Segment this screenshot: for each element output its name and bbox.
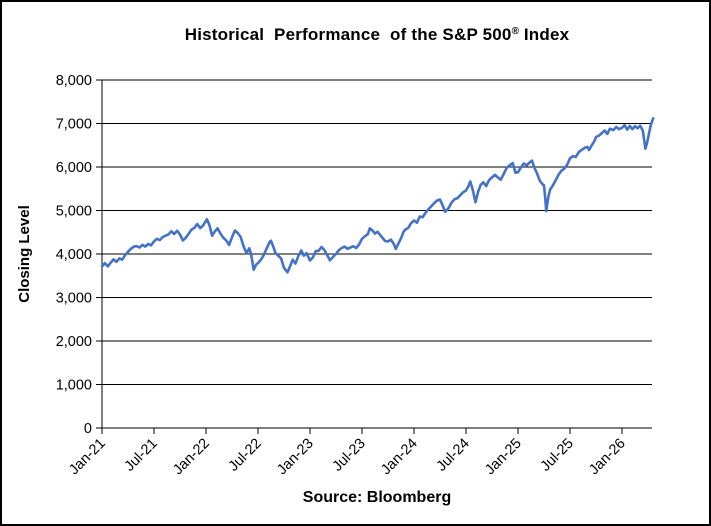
y-tick-label: 6,000 [56, 160, 92, 176]
x-tick-label: Jan-24 [378, 436, 421, 479]
x-tick-label: Jul-24 [434, 436, 473, 475]
registered-trademark-symbol: ® [511, 26, 519, 37]
y-axis-title: Closing Level [16, 205, 33, 303]
y-tick-label: 1,000 [56, 378, 92, 394]
chart-title-suffix: Index [518, 25, 570, 44]
y-tick-label: 4,000 [56, 247, 92, 263]
y-tick-labels: 8,000 7,000 6,000 5,000 4,000 3,000 2,000 1,000… [56, 73, 92, 437]
x-tick-label: Jul-25 [538, 436, 577, 475]
x-tick-label: Jan-26 [586, 436, 629, 479]
y-tick-label: 3,000 [56, 291, 92, 307]
x-tick-label: Jan-21 [66, 436, 109, 479]
x-tick-label: Jan-25 [482, 436, 525, 479]
x-tick-label: Jan-22 [170, 436, 213, 479]
y-tick-label: 2,000 [56, 334, 92, 350]
chart-title: Historical Performance of the S&P 500® I… [102, 25, 652, 45]
y-tick-label: 5,000 [56, 204, 92, 220]
y-tick-label: 8,000 [56, 73, 92, 89]
axes [96, 79, 623, 434]
x-tick-label: Jul-22 [226, 436, 265, 475]
chart-title-main: Historical Performance of the S&P 500 [184, 25, 512, 44]
sp500-series-line [100, 117, 655, 274]
x-tick-label: Jul-21 [122, 436, 161, 475]
source-caption: Source: Bloomberg [302, 489, 452, 506]
x-tick-label: Jan-23 [274, 436, 317, 479]
gridlines [102, 79, 652, 429]
x-tick-label: Jul-23 [330, 436, 369, 475]
y-tick-label: 0 [84, 421, 92, 437]
y-tick-label: 7,000 [56, 117, 92, 133]
x-tick-labels: Jan-21 Jul-21 Jan-22 Jul-22 Jan-23 Jul-23 Jan-… [66, 436, 629, 479]
